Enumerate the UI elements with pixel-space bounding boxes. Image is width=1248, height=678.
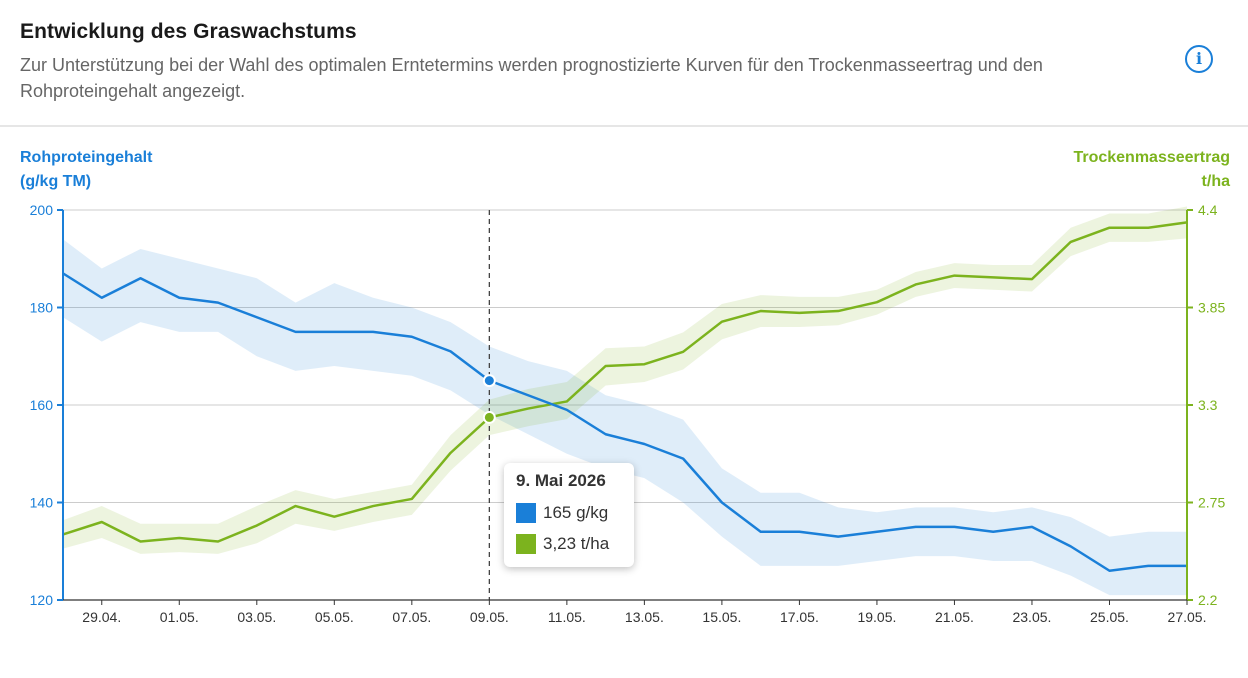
tooltip-yield-swatch <box>516 533 536 554</box>
right-y-tick-label: 2.75 <box>1198 495 1225 511</box>
x-tick-label: 11.05. <box>548 609 586 625</box>
right-y-tick-label: 3.85 <box>1198 300 1225 316</box>
tooltip-protein-swatch <box>516 502 536 523</box>
tooltip-protein-value: 165 g/kg <box>543 502 609 522</box>
left-y-tick-label: 160 <box>30 397 54 413</box>
x-tick-label: 13.05. <box>625 609 664 625</box>
right-y-tick-label: 3.3 <box>1198 397 1218 413</box>
x-tick-label: 21.05. <box>935 609 974 625</box>
tooltip-yield-value: 3,23 t/ha <box>543 533 610 553</box>
x-tick-label: 15.05. <box>702 609 741 625</box>
header-divider <box>0 125 1248 127</box>
x-tick-label: 03.05. <box>237 609 276 625</box>
chart-tooltip: 9. Mai 2026 165 g/kg 3,23 t/ha <box>504 463 634 567</box>
x-tick-label: 01.05. <box>160 609 199 625</box>
x-tick-label: 25.05. <box>1090 609 1129 625</box>
protein-line <box>62 272 1187 572</box>
page-subtitle: Zur Unterstützung bei der Wahl des optim… <box>20 55 1043 101</box>
protein-confidence-band <box>63 239 1187 596</box>
header: Entwicklung des Graswachstums Zur Unters… <box>20 20 1160 104</box>
yield-confidence-band <box>63 206 1187 554</box>
left-axis-title-line1: Rohproteingehalt <box>20 149 153 166</box>
x-tick-label: 09.05. <box>470 609 509 625</box>
x-tick-label: 23.05. <box>1012 609 1051 625</box>
left-y-tick-label: 200 <box>30 202 54 218</box>
yield-line <box>62 221 1188 543</box>
tooltip-date: 9. Mai 2026 <box>516 471 606 490</box>
yield-marker-point <box>482 410 496 424</box>
right-axis-title-line2: t/ha <box>1201 173 1230 190</box>
protein-marker-point <box>482 374 496 388</box>
x-tick-label: 19.05. <box>857 609 896 625</box>
right-y-tick-label: 2.2 <box>1198 592 1218 608</box>
info-button[interactable]: i <box>1185 45 1213 73</box>
x-tick-label: 17.05. <box>780 609 819 625</box>
left-axis-title: Rohproteingehalt (g/kg TM) <box>20 146 152 194</box>
tooltip-yield-row: 3,23 t/ha <box>516 528 622 559</box>
right-y-tick-label: 4.4 <box>1198 202 1218 218</box>
left-y-tick-label: 140 <box>30 495 54 511</box>
tooltip-protein-row: 165 g/kg <box>516 497 622 528</box>
left-y-tick-label: 120 <box>30 592 54 608</box>
right-axis-title-line1: Trockenmasseertrag <box>1073 149 1230 166</box>
left-y-tick-label: 180 <box>30 300 54 316</box>
x-tick-label: 29.04. <box>82 609 121 625</box>
x-tick-label: 07.05. <box>392 609 431 625</box>
x-tick-label: 05.05. <box>315 609 354 625</box>
right-axis-title: Trockenmasseertrag t/ha <box>1073 146 1230 194</box>
x-tick-label: 27.05. <box>1168 609 1207 625</box>
left-axis-title-line2: (g/kg TM) <box>20 173 92 190</box>
info-icon: i <box>1195 49 1203 68</box>
page-title: Entwicklung des Graswachstums <box>20 20 357 43</box>
